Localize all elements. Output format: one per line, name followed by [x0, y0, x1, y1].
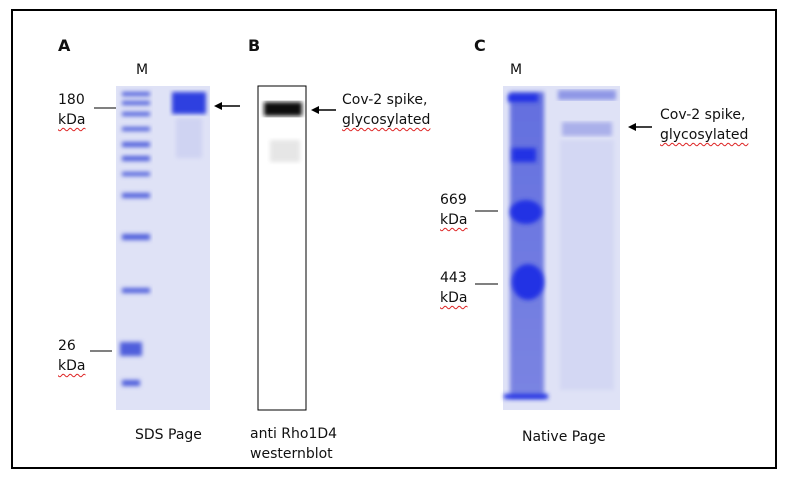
marker-size: 669	[440, 192, 467, 208]
panel-letter: B	[248, 36, 261, 55]
annotation: glycosylated	[660, 127, 749, 143]
panel-letter: C	[474, 36, 486, 55]
marker-unit: kDa	[58, 112, 86, 128]
lane-label: M	[510, 62, 523, 78]
caption: SDS Page	[135, 427, 202, 443]
gel-b	[257, 85, 336, 411]
marker-unit: kDa	[440, 290, 468, 306]
marker-size: 443	[440, 270, 467, 286]
annotation: Cov-2 spike,	[660, 107, 746, 123]
frame	[11, 9, 777, 469]
marker-size: 26	[58, 338, 76, 354]
gel-c	[475, 86, 652, 410]
caption: Native Page	[522, 429, 606, 445]
panel-letter: A	[58, 36, 71, 55]
marker-unit: kDa	[440, 212, 468, 228]
gel-a	[90, 86, 240, 410]
marker-size: 180	[58, 92, 85, 108]
annotation: glycosylated	[342, 112, 431, 128]
marker-unit: kDa	[58, 358, 86, 374]
caption: westernblot	[250, 446, 333, 462]
caption: anti Rho1D4	[250, 426, 338, 442]
annotation: Cov-2 spike,	[342, 92, 428, 108]
lane-label: M	[136, 62, 149, 78]
